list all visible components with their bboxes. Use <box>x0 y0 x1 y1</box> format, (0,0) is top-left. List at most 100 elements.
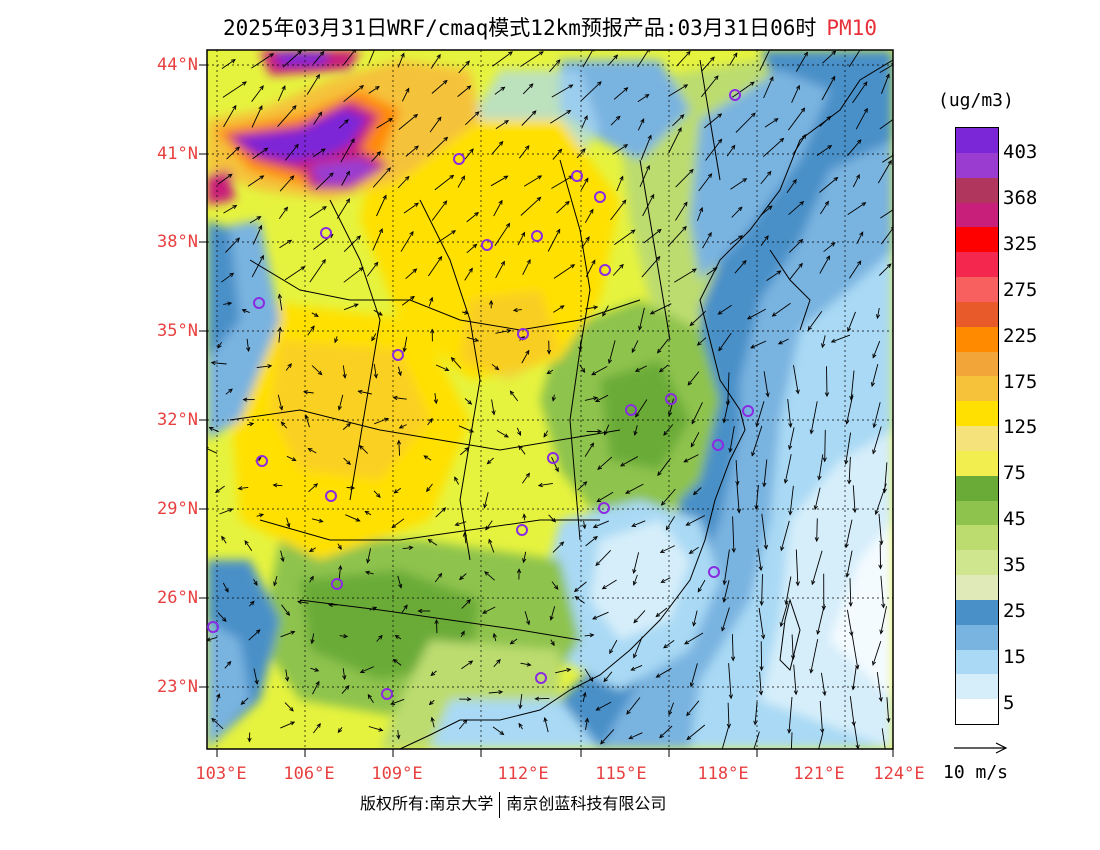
wind-vector <box>405 145 419 157</box>
wind-vector-head <box>730 144 736 150</box>
wind-vector-head <box>398 424 404 429</box>
lat-lon-grid <box>207 50 893 749</box>
lat-label: 26°N <box>157 588 198 608</box>
city-marker <box>708 566 720 578</box>
wind-vector-head <box>366 558 371 564</box>
wind-vector <box>216 694 220 702</box>
wind-vector <box>519 145 530 159</box>
legend-swatch <box>956 599 998 626</box>
wind-vector <box>613 87 628 100</box>
wind-vector <box>434 393 437 404</box>
wind-vector-head <box>872 423 877 429</box>
wind-vector <box>780 602 788 627</box>
wind-vector <box>368 86 380 94</box>
wind-vector <box>823 242 836 253</box>
copyright-left: 版权所有:南京大学 <box>360 794 494 813</box>
wind-vector <box>277 105 297 127</box>
wind-vector <box>285 363 292 371</box>
wind-vector <box>760 205 773 216</box>
wind-vector <box>252 147 268 160</box>
wind-vector <box>340 138 355 163</box>
wind-vector-head <box>856 139 862 144</box>
wind-vector-head <box>214 488 220 494</box>
wind-vector <box>633 610 646 623</box>
legend-swatch <box>956 550 998 576</box>
wind-vector <box>458 60 470 74</box>
wind-vector-head <box>383 417 389 422</box>
legend-label: 403 <box>1003 141 1038 163</box>
wind-vector-head <box>437 255 443 261</box>
wind-vector <box>852 81 868 104</box>
wind-vector-head <box>619 175 624 181</box>
wind-vector-head <box>235 237 241 243</box>
wind-vector <box>487 457 494 465</box>
wind-vector <box>551 175 573 189</box>
wind-vector <box>608 340 616 364</box>
wind-vector-head <box>371 336 376 342</box>
wind-vector <box>576 148 586 159</box>
wind-vector-head <box>488 538 493 544</box>
wind-vector-head <box>517 431 522 437</box>
wind-vector-head <box>318 518 324 523</box>
wind-vector <box>593 520 609 528</box>
wind-vector <box>522 83 534 95</box>
wind-vector-head <box>632 568 637 575</box>
wind-vector <box>360 666 374 673</box>
wind-vector <box>312 148 326 158</box>
city-marker <box>531 230 543 242</box>
wind-vector <box>490 175 508 187</box>
wind-vector <box>600 729 615 745</box>
wind-vector <box>369 606 377 611</box>
wind-vector <box>786 179 797 194</box>
wind-vector <box>246 338 250 352</box>
wind-vector <box>701 56 715 72</box>
wind-vector-head <box>668 710 673 716</box>
wind-vector-head <box>321 258 326 264</box>
wind-vector <box>543 430 549 438</box>
wind-vector <box>225 388 233 395</box>
wind-vector-head <box>258 224 263 230</box>
wind-vector <box>455 521 467 526</box>
wind-vector <box>574 581 587 592</box>
wind-vector-head <box>244 540 249 545</box>
wind-vector <box>689 310 707 326</box>
wind-vector-head <box>845 419 850 425</box>
wind-vector <box>238 486 249 490</box>
wind-vector <box>875 483 887 515</box>
wind-vector <box>778 338 789 345</box>
wind-vector <box>221 272 234 283</box>
wind-vector <box>640 135 652 160</box>
wind-vector <box>759 671 762 695</box>
wind-vector <box>849 578 852 606</box>
wind-vector-head <box>852 508 857 514</box>
wind-vector <box>819 255 830 274</box>
wind-vector <box>761 513 767 549</box>
wind-vector <box>795 549 799 586</box>
wind-vector <box>584 397 598 401</box>
wind-vector <box>575 596 585 604</box>
wind-vector <box>403 202 419 214</box>
wind-vector-head <box>291 457 297 462</box>
wind-vector-head <box>543 432 548 438</box>
wind-vector <box>483 492 489 508</box>
wind-vector <box>551 84 573 98</box>
wind-vector <box>426 483 433 492</box>
wind-vector <box>429 117 442 133</box>
wind-vector <box>249 216 261 224</box>
wind-vector-head <box>350 485 356 490</box>
city-marker <box>256 455 268 467</box>
city-marker <box>331 578 343 590</box>
wind-vector <box>284 266 305 281</box>
wind-vector-head <box>551 396 556 402</box>
wind-vector-head <box>469 148 474 154</box>
wind-vector-head <box>359 669 365 673</box>
wind-vector <box>701 75 719 98</box>
wind-vector-head <box>630 666 636 671</box>
wind-vector <box>784 454 792 483</box>
wind-vector <box>373 309 383 316</box>
wind-vector <box>343 235 361 253</box>
wind-vector <box>729 426 735 452</box>
lon-label: 121°E <box>793 764 845 784</box>
wind-vector <box>584 209 594 224</box>
axis-ticks <box>199 64 894 757</box>
